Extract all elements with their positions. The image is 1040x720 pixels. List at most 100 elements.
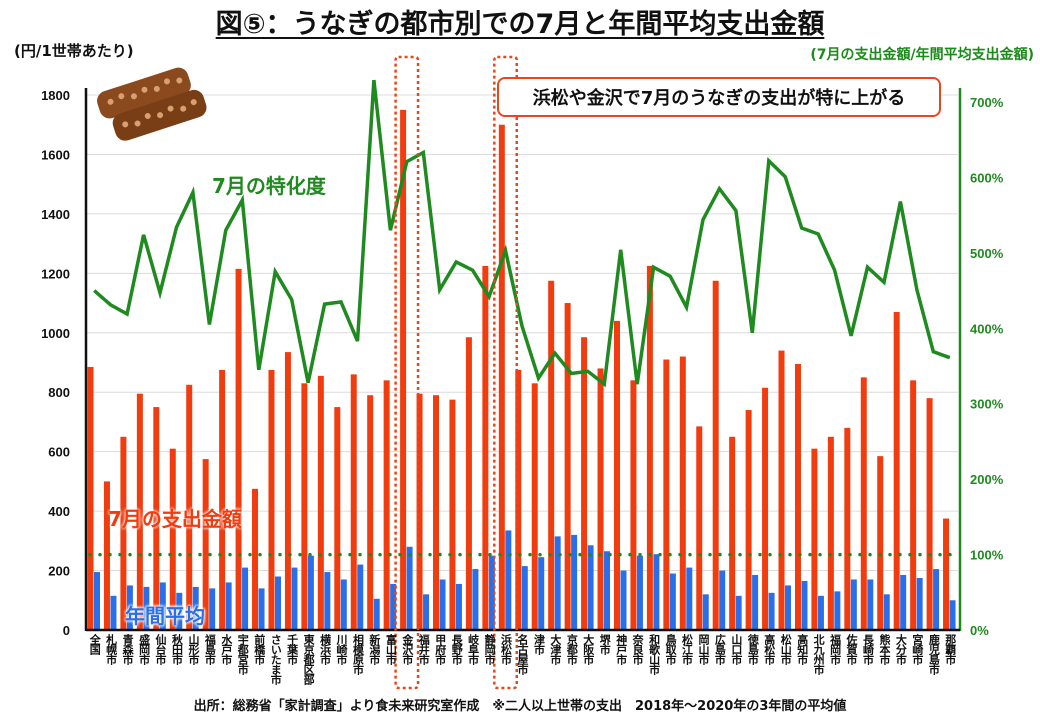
bar-july-18 [383,380,390,630]
bar-annual-38 [719,570,726,630]
bar-annual-52 [949,600,956,630]
bar-july-21 [433,395,440,630]
x-tick-label: 松江市 [680,634,694,664]
x-tick-label: 水戸市 [219,634,233,664]
bar-annual-27 [538,557,545,630]
left-tick-label: 200 [48,564,70,579]
highlight-box-25 [493,55,519,690]
x-tick-label: 広島市 [713,634,727,664]
left-tick-label: 800 [48,385,70,400]
bar-annual-4 [159,582,166,630]
left-tick-label: 1200 [41,266,70,281]
x-tick-label: 岐阜市 [466,634,480,664]
bar-july-1 [103,481,110,630]
bar-july-17 [367,395,374,630]
bar-annual-16 [357,564,364,630]
bar-july-24 [482,265,489,630]
bar-annual-25 [505,530,512,630]
right-axis-label: (7月の支出金額/年間平均支出金額) [810,47,1034,63]
right-tick-label: 700% [970,95,1004,110]
left-tick-label: 0 [63,623,70,638]
bar-annual-33 [636,555,643,630]
bar-july-46 [844,427,851,630]
left-tick-label: 1800 [41,88,70,103]
x-tick-label: 盛岡市 [137,634,151,664]
bar-annual-1 [110,595,117,630]
right-tick-label: 200% [970,472,1004,487]
bar-july-52 [943,518,950,630]
x-tick-label: 秋田市 [170,634,184,664]
x-tick-label: 堺市 [598,634,612,654]
x-tick-label: 名古屋市 [516,634,529,674]
x-tick-label: 京都市 [565,634,579,664]
bar-annual-5 [176,592,183,630]
bar-annual-14 [324,572,331,630]
x-tick-label: 津市 [532,634,546,654]
right-tick-label: 100% [970,548,1004,563]
x-tick-label: 新潟市 [367,634,381,664]
x-tick-label: 浜松市 [499,634,513,664]
highlight-box-19 [394,55,420,690]
x-tick-label: 金沢市 [400,634,414,664]
x-tick-label: 札幌市 [104,634,118,664]
bar-july-23 [465,337,472,630]
bar-annual-7 [209,588,216,630]
bar-annual-46 [850,579,857,630]
bar-annual-48 [883,594,890,630]
bar-annual-24 [488,555,495,630]
bar-july-43 [794,363,801,630]
bar-annual-19 [406,546,413,630]
bar-annual-6 [192,586,199,630]
bar-annual-47 [867,579,874,630]
x-tick-label: 大分市 [894,634,908,664]
bar-annual-31 [604,551,611,630]
x-tick-label: 松山市 [779,634,793,664]
left-tick-label: 400 [48,504,70,519]
bar-annual-42 [785,585,792,630]
bar-july-25 [498,124,505,630]
x-tick-label: 鹿児島市 [927,634,941,674]
ratio-line [93,79,951,388]
left-axis-label: (円/1世帯あたり) [14,42,134,60]
x-tick-label: 長崎市 [861,634,875,664]
bar-july-6 [186,384,193,630]
chart-title: 図⑤：うなぎの都市別での7月と年間平均支出金額 [215,9,825,40]
bar-july-34 [646,265,653,630]
bar-july-45 [827,436,834,630]
bar-july-29 [564,303,571,630]
bar-annual-37 [702,594,709,630]
bar-july-40 [745,410,752,630]
x-tick-label: 熊本市 [877,634,891,664]
bar-annual-12 [291,567,298,630]
left-tick-label: 1400 [41,207,70,222]
bar-annual-49 [900,575,907,630]
bar-july-42 [778,350,785,630]
bar-july-15 [334,407,341,630]
x-tick-label: 鳥取市 [664,634,678,664]
bar-july-0 [87,366,94,630]
bar-july-11 [268,369,275,630]
bar-annual-41 [768,592,775,630]
x-tick-label: 高松市 [762,634,776,664]
bar-july-35 [663,359,670,630]
x-tick-label: 前橋市 [252,634,266,664]
bar-annual-36 [686,567,693,630]
bar-annual-13 [307,555,314,630]
bar-july-32 [613,320,620,630]
x-tick-label: さいたま市 [269,634,283,684]
bar-annual-35 [669,573,676,630]
bar-annual-30 [587,545,594,630]
left-tick-label: 1000 [41,326,70,341]
bar-annual-11 [274,576,281,630]
bar-july-10 [252,488,259,630]
x-tick-label: 奈良市 [631,634,645,664]
x-tick-label: 大津市 [548,634,562,664]
callout-text: 浜松や金沢で7月のうなぎの支出が特に上がる [532,88,906,109]
bar-annual-17 [373,598,380,630]
bar-annual-8 [225,582,232,630]
bar-july-36 [679,356,686,630]
right-tick-label: 300% [970,397,1004,412]
bar-july-37 [696,426,703,630]
left-tick-label: 600 [48,445,70,460]
bar-annual-32 [620,570,627,630]
